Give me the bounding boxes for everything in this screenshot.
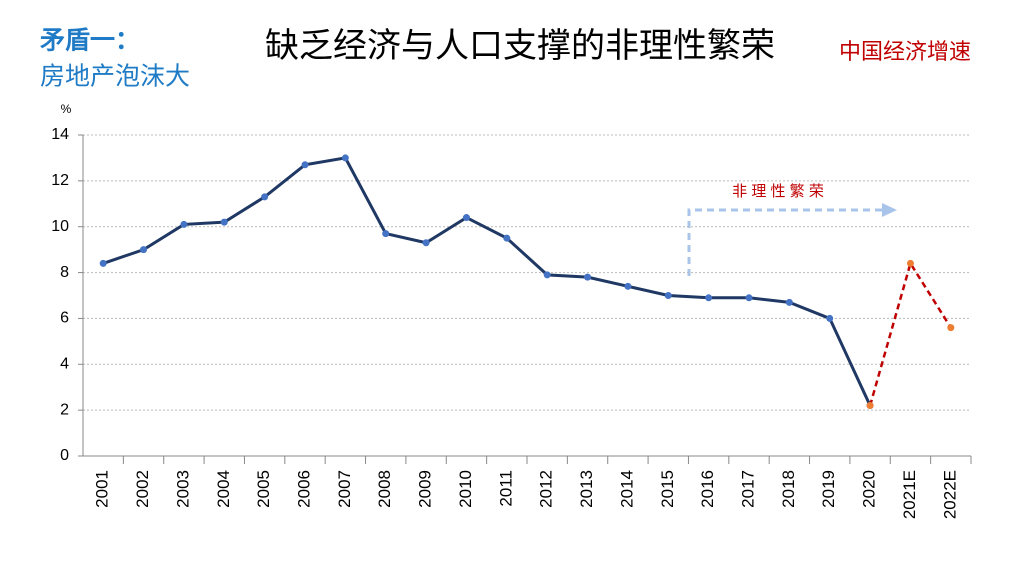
x-tick-label: 2002 (133, 470, 152, 508)
arrow-head (882, 203, 897, 217)
y-tick-label: 10 (51, 218, 69, 235)
x-tick-label: 2020 (860, 470, 879, 508)
x-tick-label: 2021E (900, 470, 919, 519)
data-point (664, 292, 672, 299)
x-tick-label: 2011 (496, 470, 515, 507)
y-tick-label: 14 (51, 126, 69, 143)
x-tick-label: 2007 (335, 470, 354, 508)
x-tick-label: 2008 (375, 470, 394, 508)
subheading: 房地产泡沫大 (40, 63, 190, 91)
data-point (220, 218, 228, 226)
x-tick-label: 2018 (779, 470, 798, 508)
data-point (301, 161, 309, 169)
y-tick-label: 2 (60, 401, 69, 418)
data-point (624, 282, 632, 290)
data-point (584, 273, 592, 281)
x-tick-label: 2003 (173, 470, 192, 508)
annotation: 非 理 性 繁 荣 (732, 183, 824, 200)
x-tick-label: 2016 (698, 470, 717, 508)
data-point (826, 314, 834, 322)
x-tick-label: 2017 (738, 470, 757, 508)
y-axis-label: % (61, 102, 72, 116)
y-tick-label: 6 (60, 310, 69, 327)
y-tick-label: 4 (60, 356, 69, 373)
y-tick-label: 0 (60, 447, 69, 464)
x-tick-label: 2001 (93, 470, 112, 508)
data-point (382, 230, 390, 238)
x-tick-label: 2010 (456, 470, 475, 508)
x-tick-label: 2012 (537, 470, 556, 508)
data-point (705, 294, 713, 302)
data-point (785, 298, 793, 306)
x-tick-label: 2004 (214, 470, 233, 508)
x-tick-label: 2019 (819, 470, 838, 508)
annotation-arrow (687, 208, 885, 276)
data-point (422, 239, 430, 247)
chart-title: 缺乏经济与人口支撑的非理性繁荣 (265, 26, 775, 66)
series-line (868, 260, 952, 406)
data-point (543, 271, 551, 279)
y-tick-label: 12 (51, 172, 69, 189)
x-tick-label: 2022E (940, 470, 959, 519)
data-point (745, 294, 753, 302)
x-tick-label: 2005 (254, 470, 273, 508)
y-tick-label: 8 (60, 264, 69, 281)
data-point (503, 234, 511, 242)
series-line (102, 156, 872, 407)
data-point (99, 259, 107, 267)
data-point (906, 259, 914, 267)
heading: 矛盾一： (40, 27, 140, 55)
x-tick-label: 2006 (294, 470, 313, 508)
data-point (866, 402, 874, 410)
x-tick-label: 2013 (577, 470, 596, 508)
data-point (462, 214, 470, 222)
chart-subtitle: 中国经济增速 (839, 39, 971, 64)
data-point (341, 154, 349, 162)
data-point (140, 246, 148, 254)
x-tick-label: 2015 (658, 470, 677, 508)
data-point (180, 220, 188, 228)
data-point (261, 193, 269, 201)
x-tick-label: 2014 (617, 470, 636, 508)
data-point (947, 324, 955, 332)
x-tick-label: 2009 (416, 470, 435, 508)
